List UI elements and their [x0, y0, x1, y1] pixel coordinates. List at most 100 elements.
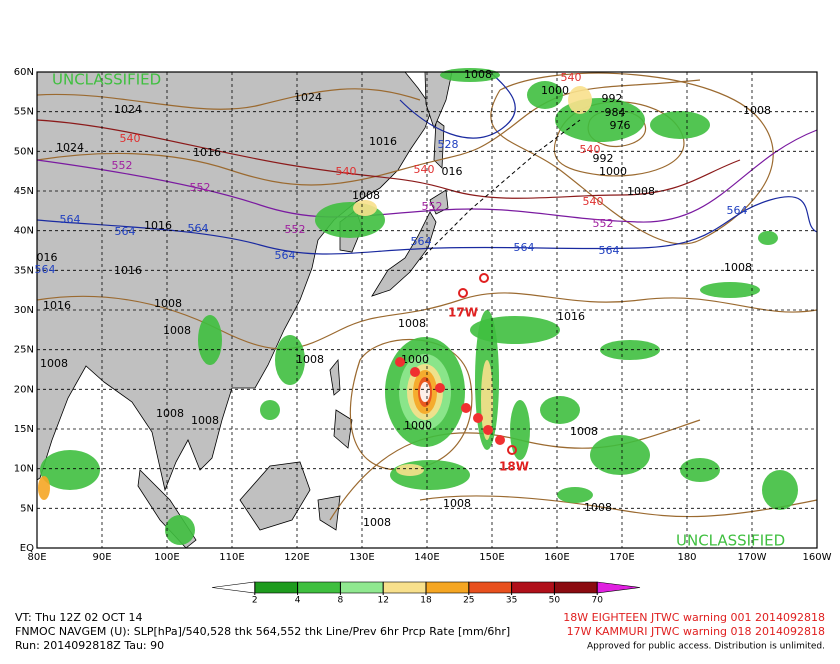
- contour-label: 1016: [43, 299, 71, 312]
- storm-symbol: [507, 445, 517, 455]
- contour-label: 540: [580, 143, 601, 156]
- contour-label: 1008: [352, 189, 380, 202]
- lon-label: 160W: [803, 552, 832, 563]
- footer-vt: VT: Thu 12Z 02 OCT 14: [15, 611, 142, 624]
- lat-label: 50N: [14, 146, 34, 157]
- contour-label: 1008: [40, 357, 68, 370]
- contour-label: 1024: [294, 91, 322, 104]
- precip-area: [650, 111, 710, 139]
- contour-label: 564: [188, 222, 209, 235]
- lon-label: 170W: [738, 552, 767, 563]
- contour-label: 1008: [296, 353, 324, 366]
- precip-area: [396, 464, 424, 476]
- land: [36, 71, 433, 492]
- contour-label: 992: [593, 152, 614, 165]
- contour-label: 016: [37, 251, 58, 264]
- lon-label: 80E: [27, 552, 46, 563]
- footer-run: Run: 2014092818Z Tau: 90: [15, 639, 164, 652]
- contour-label: 1000: [404, 419, 432, 432]
- colorbar-segment: [340, 581, 384, 594]
- contour-label: 564: [599, 244, 620, 257]
- contour-label: 552: [422, 200, 443, 213]
- lat-label: 45N: [14, 186, 34, 197]
- contour-label: 564: [275, 249, 296, 262]
- precip-area: [40, 450, 100, 490]
- contour-label: 1008: [570, 425, 598, 438]
- colorbar-label: 2: [252, 596, 258, 606]
- track-point: [473, 413, 483, 423]
- contour-label: 1008: [464, 68, 492, 81]
- precip-area: [527, 81, 563, 109]
- lon-label: 90E: [92, 552, 111, 563]
- storm-symbol: [479, 273, 489, 283]
- contour-label: 1016: [144, 219, 172, 232]
- colorbar-label: 35: [506, 596, 517, 606]
- lat-label: 10N: [14, 464, 34, 475]
- contour-label: 540: [561, 71, 582, 84]
- land: [329, 358, 353, 449]
- lon-label: 120E: [284, 552, 309, 563]
- lat-label: 15N: [14, 424, 34, 435]
- contour-label: 540: [583, 195, 604, 208]
- contour-label: 976: [610, 119, 631, 132]
- contour-label: 552: [285, 223, 306, 236]
- lon-label: 160E: [544, 552, 569, 563]
- contour-label: 528: [438, 138, 459, 151]
- lat-label: 35N: [14, 265, 34, 276]
- contour-label: 564: [35, 263, 56, 276]
- contour-label: 1008: [156, 407, 184, 420]
- lon-label: 150E: [479, 552, 504, 563]
- colorbar-label: 4: [295, 596, 301, 606]
- precip-area: [600, 340, 660, 360]
- contour-label: 564: [514, 241, 535, 254]
- colorbar-label: 18: [420, 596, 432, 606]
- precip-area: [568, 86, 592, 114]
- track-point: [395, 357, 405, 367]
- precip-area: [700, 282, 760, 298]
- lon-label: 180: [677, 552, 696, 563]
- colorbar-segment: [468, 581, 512, 594]
- contour-label: 984: [605, 106, 626, 119]
- colorbar-segment: [254, 581, 298, 594]
- contour-label: 1016: [557, 310, 585, 323]
- contour-label: 1008: [584, 501, 612, 514]
- colorbar-segment: [297, 581, 341, 594]
- precip-area: [260, 400, 280, 420]
- contour-label: 1008: [443, 497, 471, 510]
- lon-label: 130E: [349, 552, 374, 563]
- colorbar-label: 25: [463, 596, 474, 606]
- contours: [36, 71, 818, 521]
- lat-label: EQ: [20, 543, 34, 554]
- classification: UNCLASSIFIED: [676, 532, 785, 550]
- precip-area: [481, 360, 493, 440]
- precip-area: [540, 396, 580, 424]
- precip-area: [510, 400, 530, 460]
- land: [239, 461, 311, 531]
- contour-label: 1008: [363, 516, 391, 529]
- precip-area: [198, 315, 222, 365]
- contour-label: 564: [727, 204, 748, 217]
- colorbar-segment: [511, 581, 555, 594]
- contour-label: 1008: [724, 261, 752, 274]
- contour-label: 540: [336, 165, 357, 178]
- precip-area: [165, 515, 195, 545]
- lat-label: 60N: [14, 67, 34, 78]
- contour-label: 552: [112, 159, 133, 172]
- contour-label: 564: [60, 213, 81, 226]
- contour-label: 1008: [163, 324, 191, 337]
- footer-warning: 17W KAMMURI JTWC warning 018 2014092818: [567, 625, 825, 638]
- track-point: [461, 403, 471, 413]
- contour-label: 540: [120, 132, 141, 145]
- colorbar-label: 12: [377, 596, 388, 606]
- contour-label: 564: [115, 225, 136, 238]
- land: [429, 119, 449, 215]
- lon-label: 100E: [154, 552, 179, 563]
- precip-area: [590, 435, 650, 475]
- contour-label: 552: [190, 181, 211, 194]
- contour-label: 992: [602, 92, 623, 105]
- precip-area: [758, 231, 778, 245]
- map-frame: [36, 71, 818, 549]
- track-point: [410, 367, 420, 377]
- contour-label: 1008: [154, 297, 182, 310]
